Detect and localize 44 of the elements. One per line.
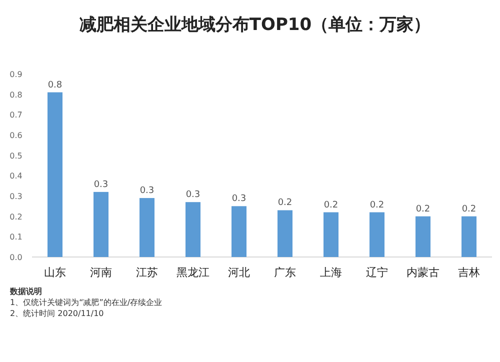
data-label: 0.8 [48,80,62,90]
data-label: 0.3 [140,186,154,196]
data-label: 0.2 [416,204,430,214]
x-tick-label: 江苏 [136,266,158,279]
y-tick-label: 0.0 [10,253,22,262]
bar [232,206,246,257]
y-tick-label: 0.5 [10,151,22,160]
bar [48,92,62,257]
y-tick-label: 0.8 [10,90,22,100]
bar [370,212,384,257]
data-label: 0.2 [278,198,292,208]
x-tick-label: 黑龙江 [176,266,210,279]
data-label: 0.2 [462,204,476,214]
chart-title: 减肥相关企业地域分布TOP10（单位：万家） [79,15,431,35]
bar [416,216,430,257]
data-label: 0.3 [186,190,200,200]
y-tick-label: 0.6 [10,131,22,140]
y-tick-label: 0.9 [10,70,22,79]
x-tick-label: 河北 [228,266,250,279]
data-label: 0.3 [232,194,246,204]
y-tick-label: 0.2 [10,212,22,222]
data-label: 0.2 [370,200,384,210]
bar [324,212,338,257]
bar [186,202,200,257]
x-tick-label: 山东 [44,266,66,279]
text: 数据说明 [9,287,42,296]
x-tick-label: 辽宁 [366,266,388,279]
bar [278,210,292,257]
text: 1、仅统计关键词为“减肥”的在业/存续企业 [10,298,162,307]
x-tick-label: 河南 [90,266,112,279]
text: 2、统计时间 2020/11/10 [10,309,104,318]
y-tick-label: 0.3 [10,192,22,201]
data-label: 0.3 [94,180,108,190]
bar [94,192,108,257]
data-label: 0.2 [324,200,338,210]
x-tick-label: 吉林 [458,266,480,279]
y-tick-label: 0.4 [10,172,22,181]
x-tick-label: 内蒙古 [406,266,440,279]
y-tick-label: 0.7 [10,110,22,120]
bar [140,198,154,257]
x-tick-label: 广东 [274,266,296,279]
y-tick-label: 0.1 [10,232,22,242]
x-tick-label: 上海 [320,266,342,279]
bar [462,216,476,257]
